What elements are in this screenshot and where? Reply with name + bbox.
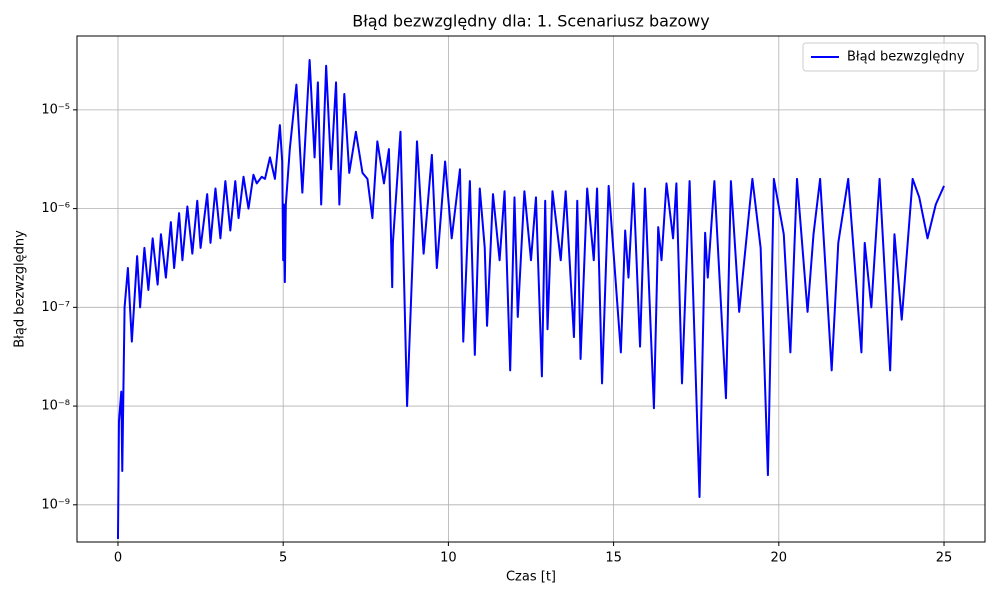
x-tick-label: 25 [936, 551, 953, 566]
y-tick-label: 10⁻⁶ [41, 201, 70, 216]
legend-box [802, 42, 979, 72]
y-tick-label: 10⁻⁸ [41, 399, 70, 414]
chart-title: Błąd bezwzględny dla: 1. Scenariusz bazo… [352, 12, 709, 31]
legend: Błąd bezwzględny [802, 42, 979, 72]
x-tick-label: 0 [114, 551, 122, 566]
data-line [116, 59, 945, 540]
y-tick-label: 10⁻⁵ [41, 102, 70, 117]
x-tick-label: 15 [605, 551, 622, 566]
plot-frame [76, 35, 986, 543]
legend-label: Błąd bezwzględny [847, 50, 965, 65]
x-tick-label: 20 [771, 551, 788, 566]
x-tick-label: 10 [440, 551, 457, 566]
x-axis-label: Czas [t] [506, 570, 556, 585]
y-tick-label: 10⁻⁷ [41, 300, 70, 315]
y-tick-label: 10⁻⁹ [41, 497, 70, 512]
x-tick-label: 5 [279, 551, 287, 566]
y-axis-label: Błąd bezwzględny [13, 230, 28, 348]
